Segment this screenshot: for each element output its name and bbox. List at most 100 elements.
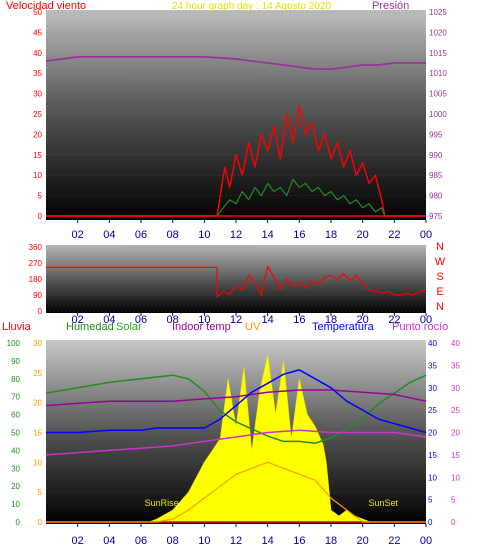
series-velocidad-viento (46, 105, 426, 217)
y-tick-label-wind: 0 (38, 212, 43, 221)
x-tick-label: 22 (388, 535, 400, 547)
y-tick-label-humidity: 70 (11, 393, 20, 402)
y-tick-label-temperature: 25 (428, 406, 437, 415)
y-tick-label-rain: 0 (38, 518, 43, 527)
y-tick-label-humidity: 90 (11, 357, 20, 366)
y-tick-label-direction: 0 (38, 307, 43, 316)
compass-label: W (435, 256, 446, 268)
y-tick-label-rain: 10 (33, 458, 42, 467)
y-tick-label-humidity: 20 (11, 482, 20, 491)
x-tick-label: 06 (135, 314, 147, 326)
x-tick-label: 10 (198, 229, 210, 241)
y-tick-label-direction: 360 (29, 243, 43, 252)
x-tick-label: 14 (262, 229, 274, 241)
series-racha (46, 178, 426, 217)
legend-temperature: Temperatura (312, 321, 375, 333)
y-tick-label-rain: 20 (33, 399, 42, 408)
x-tick-label: 18 (325, 229, 337, 241)
legend-solar: Solar (116, 321, 142, 333)
series-punto-rocío (45, 429, 427, 456)
legend-uv: UV (245, 321, 261, 333)
x-tick-label: 10 (198, 314, 210, 326)
y-tick-label-pressure: 995 (429, 130, 443, 139)
y-tick-label-pressure: 1015 (429, 49, 447, 58)
y-tick-label-pressure: 1025 (429, 8, 447, 17)
y-tick-label-dew-point: 35 (451, 361, 460, 370)
y-tick-label-dew-point: 25 (451, 406, 460, 415)
y-tick-label-temperature: 40 (428, 339, 437, 348)
x-tick-label: 22 (388, 229, 400, 241)
x-tick-label: 04 (103, 314, 115, 326)
y-tick-label-dew-point: 15 (451, 451, 460, 460)
chart-marks: 0510152025303540455097598098599099510001… (7, 8, 461, 547)
x-tick-label: 02 (72, 229, 84, 241)
x-tick-label: 14 (262, 535, 274, 547)
series-indoor-temp (45, 389, 427, 407)
x-tick-label: 16 (293, 229, 305, 241)
x-tick-label: 12 (230, 314, 242, 326)
y-tick-label-dew-point: 30 (451, 384, 460, 393)
y-tick-label-wind: 45 (33, 28, 42, 37)
x-tick-label: 04 (103, 229, 115, 241)
y-tick-label-temperature: 0 (428, 518, 433, 527)
y-tick-label-humidity: 0 (16, 518, 21, 527)
y-tick-label-wind: 30 (33, 90, 42, 99)
x-tick-label: 08 (167, 229, 179, 241)
x-tick-label: 20 (357, 229, 369, 241)
x-tick-label: 16 (293, 314, 305, 326)
y-tick-label-pressure: 1020 (429, 28, 447, 37)
compass-label: S (436, 271, 443, 283)
x-tick-label: 18 (325, 314, 337, 326)
y-tick-label-dew-point: 40 (451, 339, 460, 348)
y-tick-label-wind: 40 (33, 49, 42, 58)
y-tick-label-temperature: 35 (428, 361, 437, 370)
x-tick-label: 20 (357, 314, 369, 326)
y-tick-label-dew-point: 5 (451, 496, 456, 505)
y-tick-label-rain: 5 (38, 488, 43, 497)
y-tick-label-pressure: 985 (429, 171, 443, 180)
y-tick-label-direction: 270 (29, 259, 43, 268)
y-tick-label-direction: 180 (29, 275, 43, 284)
x-tick-label: 22 (388, 314, 400, 326)
y-tick-label-dew-point: 10 (451, 473, 460, 482)
y-tick-label-humidity: 60 (11, 411, 20, 420)
x-tick-label: 06 (135, 229, 147, 241)
legend-humidity: Humedad (66, 321, 114, 333)
x-tick-label: 00 (420, 229, 432, 241)
y-tick-label-rain: 25 (33, 369, 42, 378)
x-tick-label: 12 (230, 535, 242, 547)
x-tick-label: 08 (167, 314, 179, 326)
x-tick-label: 16 (293, 535, 305, 547)
y-tick-label-pressure: 975 (429, 212, 443, 221)
y-tick-label-pressure: 980 (429, 192, 443, 201)
y-tick-label-wind: 50 (33, 8, 42, 17)
y-tick-label-humidity: 30 (11, 464, 20, 473)
compass-label: E (436, 286, 443, 298)
series-uv (46, 461, 426, 523)
legend-dew-point: Punto rocío (392, 321, 448, 333)
compass-label: N (436, 241, 444, 253)
x-tick-label: 18 (325, 535, 337, 547)
y-tick-label-wind: 5 (38, 192, 43, 201)
x-tick-label: 04 (103, 535, 115, 547)
x-tick-label: 14 (262, 314, 274, 326)
pressure-axis-title: Presión (372, 0, 409, 12)
compass-label: N (436, 301, 444, 313)
y-tick-label-rain: 30 (33, 339, 42, 348)
y-tick-label-temperature: 15 (428, 451, 437, 460)
chart-title: 24 hour graph day : 14 Agosto 2020 (172, 1, 331, 12)
legend-indoor-temp: Indoor temp (172, 321, 231, 333)
y-tick-label-humidity: 80 (11, 375, 20, 384)
x-tick-label: 00 (420, 314, 432, 326)
series-direction (46, 266, 427, 298)
y-tick-label-temperature: 5 (428, 496, 433, 505)
y-tick-label-wind: 35 (33, 69, 42, 78)
x-tick-label: 06 (135, 535, 147, 547)
y-tick-label-pressure: 1005 (429, 90, 447, 99)
y-tick-label-humidity: 50 (11, 429, 20, 438)
y-tick-label-temperature: 20 (428, 429, 437, 438)
y-tick-label-wind: 20 (33, 130, 42, 139)
x-tick-label: 00 (420, 535, 432, 547)
y-tick-label-wind: 25 (33, 110, 42, 119)
